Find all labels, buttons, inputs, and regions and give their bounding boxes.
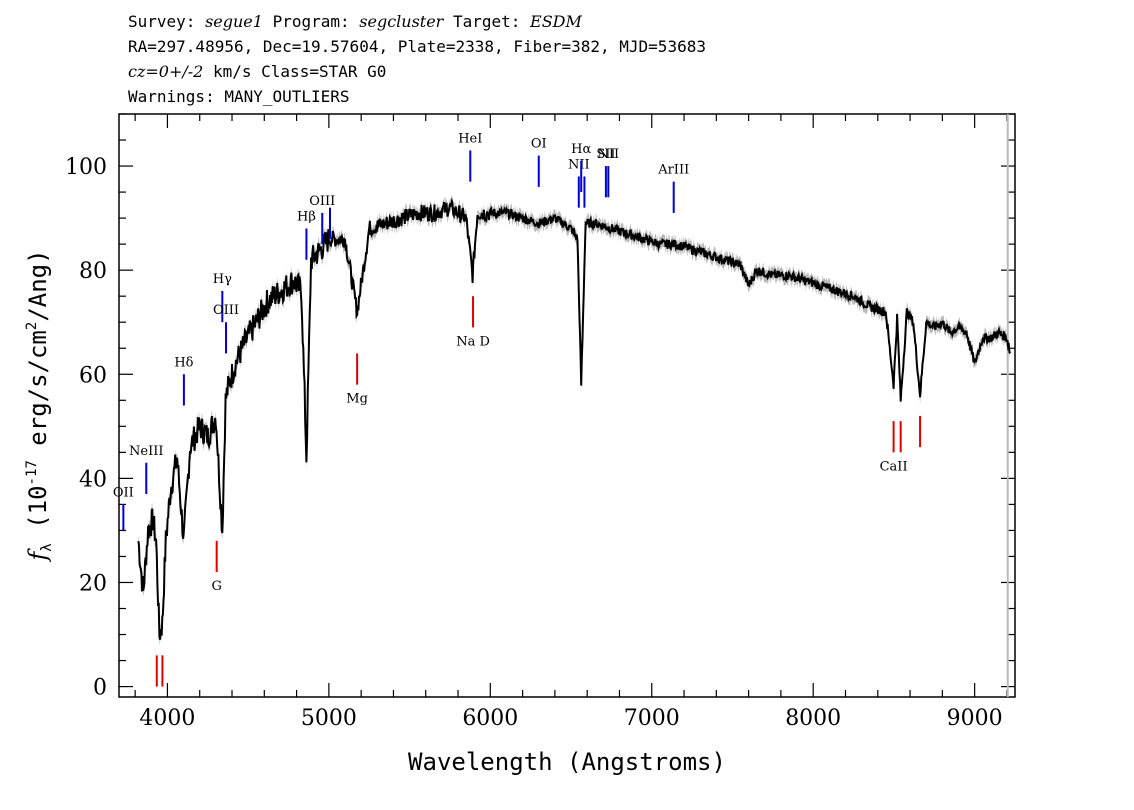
y-axis-units-b: erg/s/cm [24, 330, 52, 460]
y-tick-label: 0 [93, 676, 107, 701]
emission-line-label: OIII [213, 303, 239, 318]
emission-line-label: OI [531, 137, 547, 152]
y-tick-label: 100 [65, 155, 107, 180]
x-tick-label: 9000 [947, 706, 1003, 731]
absorption-line-label: CaII [880, 459, 908, 474]
header-line-4: Warnings: MANY_OUTLIERS [128, 87, 350, 106]
emission-line-label: Hγ [213, 272, 232, 287]
spectrum-line [137, 197, 1012, 640]
y-axis-units-c: /Ang) [24, 249, 52, 321]
y-tick-label: 80 [79, 259, 107, 284]
axis-ticks [119, 113, 1015, 697]
x-tick-label: 7000 [624, 706, 680, 731]
header-line-3: cz=0+/-2 km/s Class=STAR G0 [128, 62, 386, 81]
emission-line-label: Hβ [297, 210, 316, 225]
emission-line-label: NII [568, 157, 590, 172]
y-tick-label: 20 [79, 571, 107, 596]
program-label: Program: [263, 12, 359, 31]
error-band [138, 194, 1010, 646]
redshift-value: cz=0+/-2 [128, 62, 203, 81]
emission-line-label: Hα [571, 142, 591, 157]
target-label: Target: [443, 12, 530, 31]
emission-line-label: ArIII [657, 163, 689, 178]
x-tick-label: 8000 [785, 706, 841, 731]
y-axis-title: fλ (10-17 erg/s/cm2/Ang) [24, 249, 55, 562]
y-axis-cm-exponent: 2 [24, 322, 40, 330]
absorption-line-label: G [211, 579, 221, 594]
y-tick-label: 60 [79, 363, 107, 388]
emission-line-label: OIII [309, 194, 335, 209]
emission-line-label: OII [113, 485, 134, 500]
emission-line-label: Hδ [174, 355, 193, 370]
x-axis-title: Wavelength (Angstroms) [408, 748, 726, 776]
header-line-1: Survey: segue1 Program: segcluster Targe… [128, 12, 583, 31]
x-tick-label: 6000 [462, 706, 518, 731]
spectrum-series [137, 197, 1012, 640]
target-value: ESDM [529, 12, 582, 31]
y-tick-label: 40 [79, 467, 107, 492]
y-axis-exponent: -17 [24, 460, 40, 485]
y-axis-units-a: (10 [24, 485, 52, 543]
y-axis-subscript: λ [39, 543, 55, 551]
x-tick-label: 5000 [301, 706, 357, 731]
survey-value: segue1 [205, 12, 263, 31]
absorption-line-label: Mg [346, 392, 368, 407]
survey-label: Survey: [128, 12, 205, 31]
axis-tick-labels: 4000 5000 6000 7000 8000 9000 0 20 40 60 80 100 [65, 155, 1003, 731]
error-band-area [138, 194, 1010, 646]
emission-line-label: HeI [458, 131, 482, 146]
emission-line-label: NII [598, 147, 620, 162]
header-line-2: RA=297.48956, Dec=19.57604, Plate=2338, … [128, 37, 706, 56]
absorption-line-label: Na D [456, 334, 490, 349]
x-tick-label: 4000 [139, 706, 195, 731]
class-value: km/s Class=STAR G0 [203, 62, 386, 81]
program-value: segcluster [359, 12, 444, 31]
plot-frame [118, 113, 1016, 698]
emission-line-label: SII [596, 147, 615, 162]
emission-line-label: NeIII [129, 444, 163, 459]
